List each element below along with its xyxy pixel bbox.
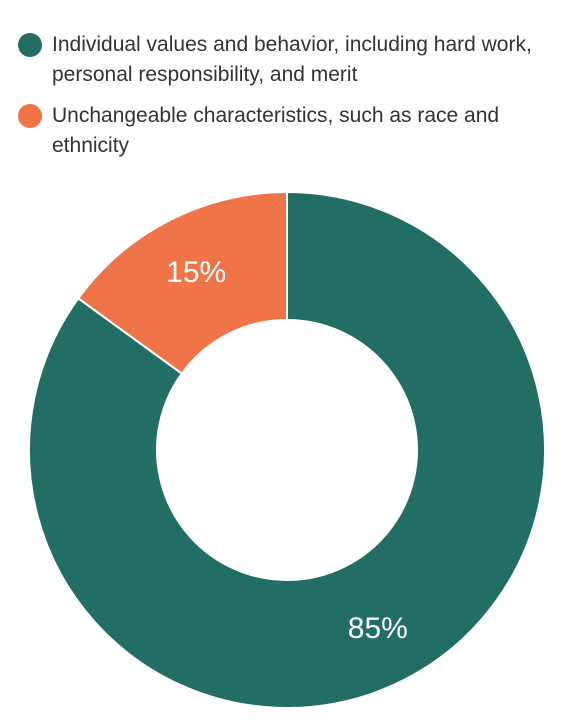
legend-label-unchangeable-characteristics: Unchangeable characteristics, such as ra… bbox=[52, 104, 500, 157]
slice-label-unchangeable-characteristics: 15% bbox=[166, 256, 226, 289]
legend-item-unchangeable-characteristics: Unchangeable characteristics, such as ra… bbox=[18, 101, 563, 161]
donut-slice-unchangeable-characteristics bbox=[76, 190, 288, 375]
donut-slice-individual-values bbox=[28, 190, 546, 709]
legend-label-individual-values: Individual values and behavior, includin… bbox=[52, 33, 532, 86]
legend-swatch-unchangeable-characteristics bbox=[18, 104, 42, 128]
chart-legend: Individual values and behavior, includin… bbox=[18, 30, 563, 172]
legend-item-individual-values: Individual values and behavior, includin… bbox=[18, 30, 563, 90]
slice-label-individual-values: 85% bbox=[348, 612, 408, 645]
legend-swatch-individual-values bbox=[18, 33, 42, 57]
